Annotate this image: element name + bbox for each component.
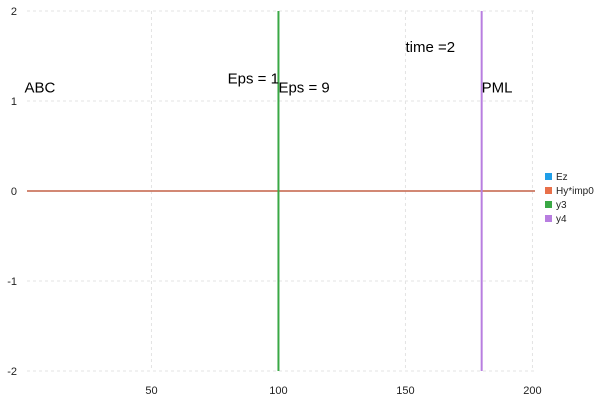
axis-ticks: 50 100 150 200 -2 -1 0 1 2 (7, 6, 541, 397)
x-tick-label: 100 (269, 385, 287, 397)
legend-swatch (545, 173, 552, 180)
annotation-label: ABC (24, 80, 55, 97)
y-tick-label: -2 (7, 366, 17, 378)
x-tick-label: 150 (396, 385, 414, 397)
x-tick-label: 50 (145, 385, 157, 397)
y-tick-label: 0 (11, 186, 17, 198)
legend-entry: Ez (556, 172, 568, 183)
legend-entry: y3 (556, 200, 567, 211)
y-tick-label: 1 (11, 96, 17, 108)
y-tick-label: 2 (11, 6, 17, 18)
annotation-label: PML (482, 80, 513, 97)
annotation-label: Eps = 1 (228, 71, 279, 88)
x-tick-label: 200 (523, 385, 541, 397)
legend-swatch (545, 215, 552, 222)
legend-entry: Hy*imp0 (556, 186, 594, 197)
legend: Ez Hy*imp0 y3 y4 (545, 172, 594, 225)
legend-entry: y4 (556, 214, 567, 225)
annotation-label: time =2 (405, 39, 455, 56)
legend-swatch (545, 201, 552, 208)
series-layer (27, 11, 535, 371)
annotation-label: Eps = 9 (278, 80, 329, 97)
y-tick-label: -1 (7, 276, 17, 288)
legend-swatch (545, 187, 552, 194)
